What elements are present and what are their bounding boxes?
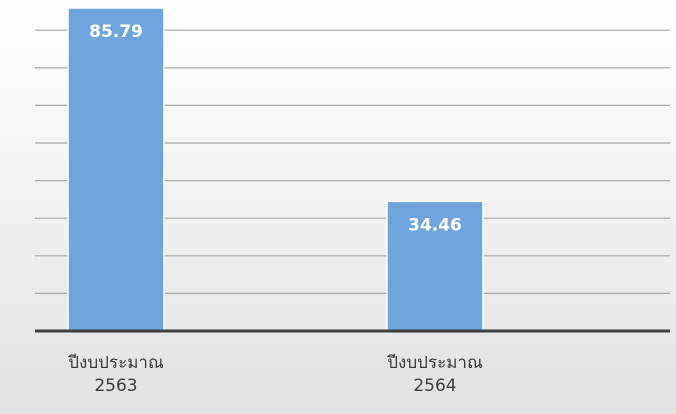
- bar-2: [386, 200, 484, 332]
- category-label-2564: ปีงบประมาณ 2564: [335, 352, 535, 398]
- category-label-2564-line1: ปีงบประมาณ: [387, 353, 483, 373]
- value-label-2: 34.46: [408, 215, 462, 235]
- bar-1: [67, 7, 165, 332]
- category-label-2563: ปีงบประมาณ 2563: [16, 352, 216, 398]
- category-label-2564-line2: 2564: [413, 376, 457, 396]
- category-label-2563-line1: ปีงบประมาณ: [68, 353, 164, 373]
- value-label-1: 85.79: [89, 22, 143, 42]
- category-label-2563-line2: 2563: [94, 376, 138, 396]
